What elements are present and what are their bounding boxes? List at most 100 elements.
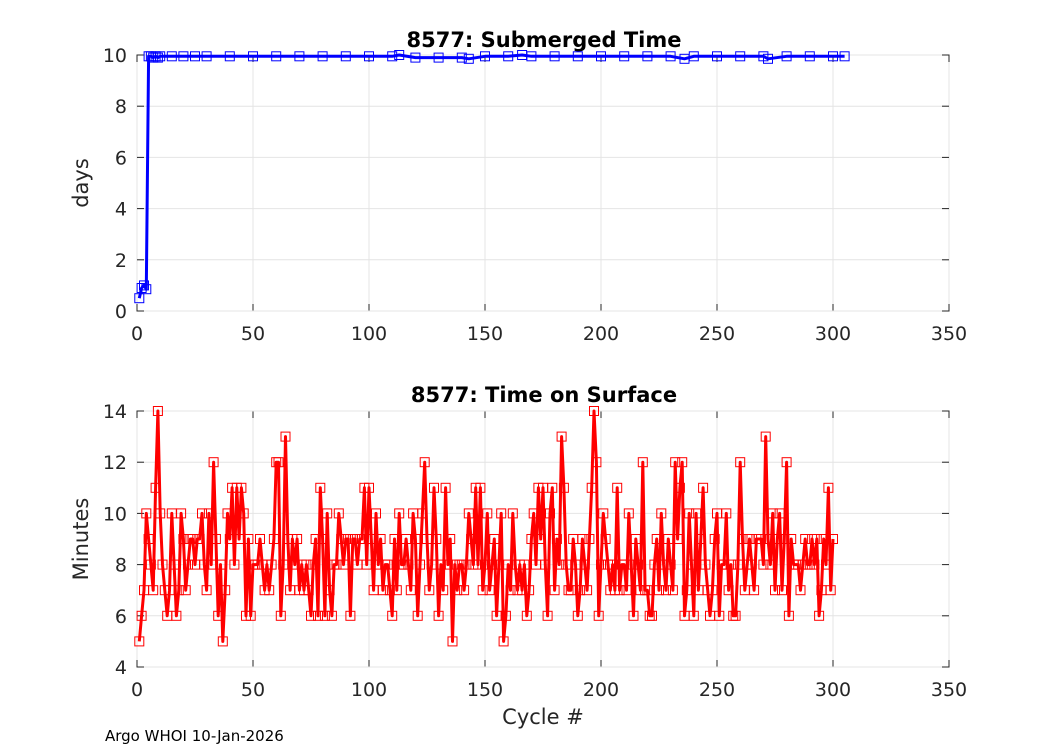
y-tick-label: 12 bbox=[103, 452, 127, 474]
y-tick-label: 8 bbox=[115, 555, 127, 577]
data-point bbox=[324, 585, 335, 596]
data-point bbox=[317, 534, 328, 544]
data-point bbox=[461, 559, 472, 570]
y-tick-label: 14 bbox=[103, 401, 127, 423]
data-point bbox=[596, 51, 606, 62]
data-point bbox=[201, 51, 212, 62]
data-point bbox=[245, 610, 256, 621]
time-on-surface-chart: 8577: Time on Surface 0 50 100 150 200 250 300… bbox=[69, 383, 967, 729]
y-tick-label: 0 bbox=[115, 301, 127, 323]
chart-title: 8577: Submerged Time bbox=[406, 28, 681, 52]
data-point bbox=[737, 534, 748, 544]
y-axis-label: Minutes bbox=[69, 498, 93, 581]
y-tick-label: 6 bbox=[115, 606, 127, 628]
data-point bbox=[173, 585, 184, 596]
data-point bbox=[672, 534, 683, 544]
data-point bbox=[452, 585, 463, 596]
data-point bbox=[429, 482, 439, 493]
data-point bbox=[554, 559, 565, 570]
plot-area bbox=[136, 54, 950, 312]
data-point bbox=[171, 610, 182, 621]
x-tick-label: 0 bbox=[131, 679, 143, 701]
data-point bbox=[203, 508, 214, 519]
data-point bbox=[266, 559, 277, 570]
data-point bbox=[213, 610, 224, 621]
data-point bbox=[707, 585, 718, 596]
data-point bbox=[535, 534, 546, 544]
data-point bbox=[345, 610, 356, 621]
data-point bbox=[723, 585, 734, 596]
data-point bbox=[811, 534, 822, 544]
data-point bbox=[767, 508, 778, 519]
data-point bbox=[447, 636, 458, 647]
data-point bbox=[505, 585, 516, 596]
data-point bbox=[626, 559, 637, 570]
data-point bbox=[681, 585, 692, 596]
data-point bbox=[688, 51, 699, 62]
data-point bbox=[547, 482, 558, 493]
data-point bbox=[709, 534, 720, 544]
data-point bbox=[431, 534, 442, 544]
data-point bbox=[417, 508, 428, 519]
footer-credit: Argo WHOI 10-Jan-2026 bbox=[105, 727, 284, 745]
data-point bbox=[155, 508, 166, 519]
data-point bbox=[677, 457, 688, 468]
y-tick-label: 2 bbox=[115, 250, 127, 272]
series-time-on-surface bbox=[134, 406, 838, 647]
data-point bbox=[139, 280, 149, 291]
tick-labels: 0 50 100 150 200 250 300 350 0 2 4 6 8 10 bbox=[103, 45, 967, 345]
data-point bbox=[152, 406, 163, 416]
data-point bbox=[556, 431, 567, 442]
data-point bbox=[440, 482, 451, 493]
data-point bbox=[382, 559, 393, 570]
x-tick-label: 100 bbox=[351, 679, 387, 701]
data-point bbox=[691, 508, 702, 519]
x-tick-label: 300 bbox=[815, 323, 851, 345]
data-point bbox=[814, 610, 825, 621]
data-point bbox=[712, 51, 722, 62]
data-point bbox=[442, 559, 453, 570]
data-point bbox=[384, 585, 395, 596]
data-point bbox=[338, 559, 349, 570]
data-point bbox=[695, 534, 706, 544]
data-point bbox=[438, 585, 449, 596]
data-point bbox=[313, 610, 323, 621]
data-point bbox=[825, 585, 836, 596]
data-point bbox=[686, 559, 697, 570]
data-point bbox=[758, 559, 769, 570]
data-point bbox=[545, 508, 555, 519]
data-point bbox=[141, 508, 152, 519]
y-tick-label: 10 bbox=[103, 45, 127, 67]
data-point bbox=[730, 610, 741, 621]
data-point bbox=[169, 559, 180, 570]
data-point bbox=[141, 284, 152, 295]
data-point bbox=[220, 585, 231, 596]
data-point bbox=[333, 508, 344, 519]
data-point bbox=[477, 585, 488, 596]
data-point bbox=[619, 51, 630, 62]
data-point bbox=[779, 534, 790, 544]
data-point bbox=[315, 482, 326, 493]
data-point bbox=[524, 585, 535, 596]
data-point bbox=[480, 559, 490, 570]
data-point bbox=[415, 559, 425, 570]
data-point bbox=[586, 482, 597, 493]
x-tick-label: 50 bbox=[241, 323, 265, 345]
data-point bbox=[665, 51, 676, 62]
data-point bbox=[781, 457, 792, 468]
data-point bbox=[152, 52, 163, 63]
data-point bbox=[340, 51, 351, 62]
data-point bbox=[292, 534, 303, 544]
data-point bbox=[658, 559, 669, 570]
data-point bbox=[136, 610, 147, 621]
y-tick-label: 4 bbox=[115, 657, 127, 679]
data-point bbox=[229, 559, 240, 570]
data-point bbox=[433, 52, 444, 63]
data-point bbox=[549, 585, 560, 596]
data-point bbox=[665, 559, 676, 570]
data-point bbox=[410, 534, 421, 544]
data-point bbox=[528, 508, 539, 519]
data-point bbox=[637, 457, 648, 468]
data-point bbox=[828, 51, 838, 62]
